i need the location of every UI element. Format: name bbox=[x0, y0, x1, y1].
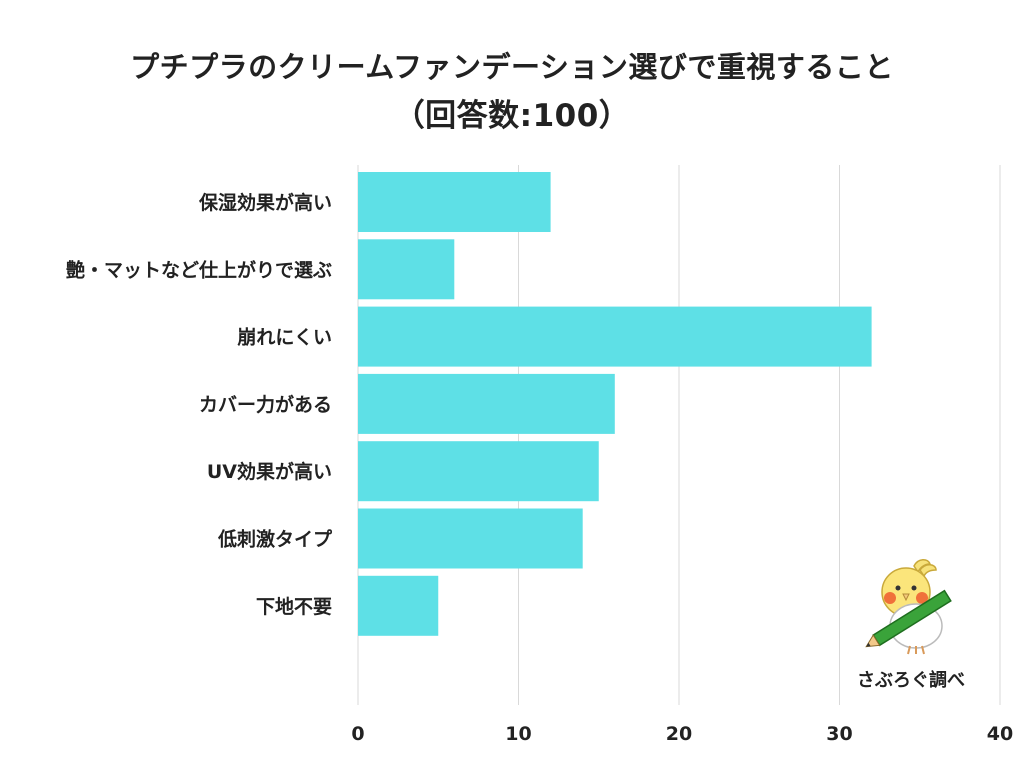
bar bbox=[358, 441, 599, 501]
bar bbox=[358, 239, 454, 299]
category-label: 低刺激タイプ bbox=[217, 528, 333, 551]
x-tick-label: 0 bbox=[351, 723, 364, 745]
category-label: 艶・マットなど仕上がりで選ぶ bbox=[66, 258, 332, 281]
category-label: UV効果が高い bbox=[207, 460, 332, 483]
x-tick-label: 10 bbox=[505, 723, 531, 745]
bar bbox=[358, 576, 438, 636]
bar bbox=[358, 509, 583, 569]
category-label: 崩れにくい bbox=[237, 326, 332, 349]
x-tick-label: 20 bbox=[666, 723, 692, 745]
bar bbox=[358, 374, 615, 434]
x-tick-label: 40 bbox=[987, 723, 1013, 745]
bars bbox=[358, 172, 872, 636]
category-label: 保湿効果が高い bbox=[198, 191, 332, 214]
bar bbox=[358, 307, 872, 367]
x-tick-label: 30 bbox=[826, 723, 852, 745]
bar bbox=[358, 172, 551, 232]
credit-label: さぶろぐ調べ bbox=[836, 666, 986, 692]
category-label: カバー力がある bbox=[199, 393, 332, 416]
category-label: 下地不要 bbox=[256, 595, 332, 618]
x-tick-labels: 0 10 20 30 40 bbox=[351, 723, 1013, 745]
bird-with-pencil-icon bbox=[856, 556, 968, 660]
